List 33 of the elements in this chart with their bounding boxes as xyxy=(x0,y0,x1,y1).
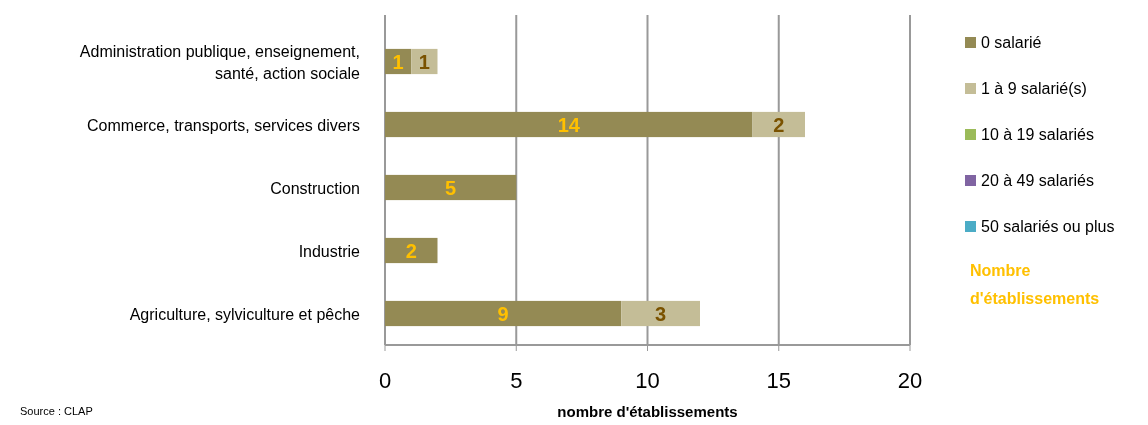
data-label: 2 xyxy=(773,113,785,136)
bar xyxy=(385,237,438,264)
data-label: 5 xyxy=(445,176,457,199)
y-tick-label: Construction xyxy=(270,179,360,197)
data-label: 3 xyxy=(655,302,667,325)
data-label: 9 xyxy=(497,302,509,325)
bar xyxy=(752,111,805,138)
bar xyxy=(385,111,753,138)
x-tick-label: 10 xyxy=(635,368,660,393)
legend-label: 1 à 9 salarié(s) xyxy=(981,80,1087,97)
source-note: Source : CLAP xyxy=(20,405,93,417)
data-label: 1 xyxy=(392,50,404,73)
y-tick-label: Administration publique, enseignement, santé, action sociale xyxy=(79,42,361,82)
x-tick-label: 20 xyxy=(897,368,923,393)
bar xyxy=(411,48,438,75)
y-tick-label: Agriculture, sylviculture et pêche xyxy=(129,305,361,323)
data-label: 14 xyxy=(557,113,581,136)
x-tick-label: 15 xyxy=(766,368,791,393)
data-label: 2 xyxy=(405,239,417,262)
y-tick-label: Industrie xyxy=(298,242,361,260)
legend-label: 0 salarié xyxy=(981,34,1042,51)
legend-label: 50 salariés ou plus xyxy=(981,218,1115,235)
bar xyxy=(385,174,517,201)
legend-label: 20 à 49 salariés xyxy=(981,172,1094,189)
y-tick-label: Commerce, transports, services divers xyxy=(87,116,360,134)
bar xyxy=(385,300,622,327)
x-axis-title: nombre d'établissements xyxy=(557,403,738,420)
x-tick-label: 0 xyxy=(378,368,392,393)
legend-label: 10 à 19 salariés xyxy=(981,126,1094,143)
data-label: 1 xyxy=(418,50,430,73)
legend-title: Nombre d'établissements xyxy=(970,262,1100,307)
x-tick-label: 5 xyxy=(510,368,523,393)
bar xyxy=(621,300,700,327)
